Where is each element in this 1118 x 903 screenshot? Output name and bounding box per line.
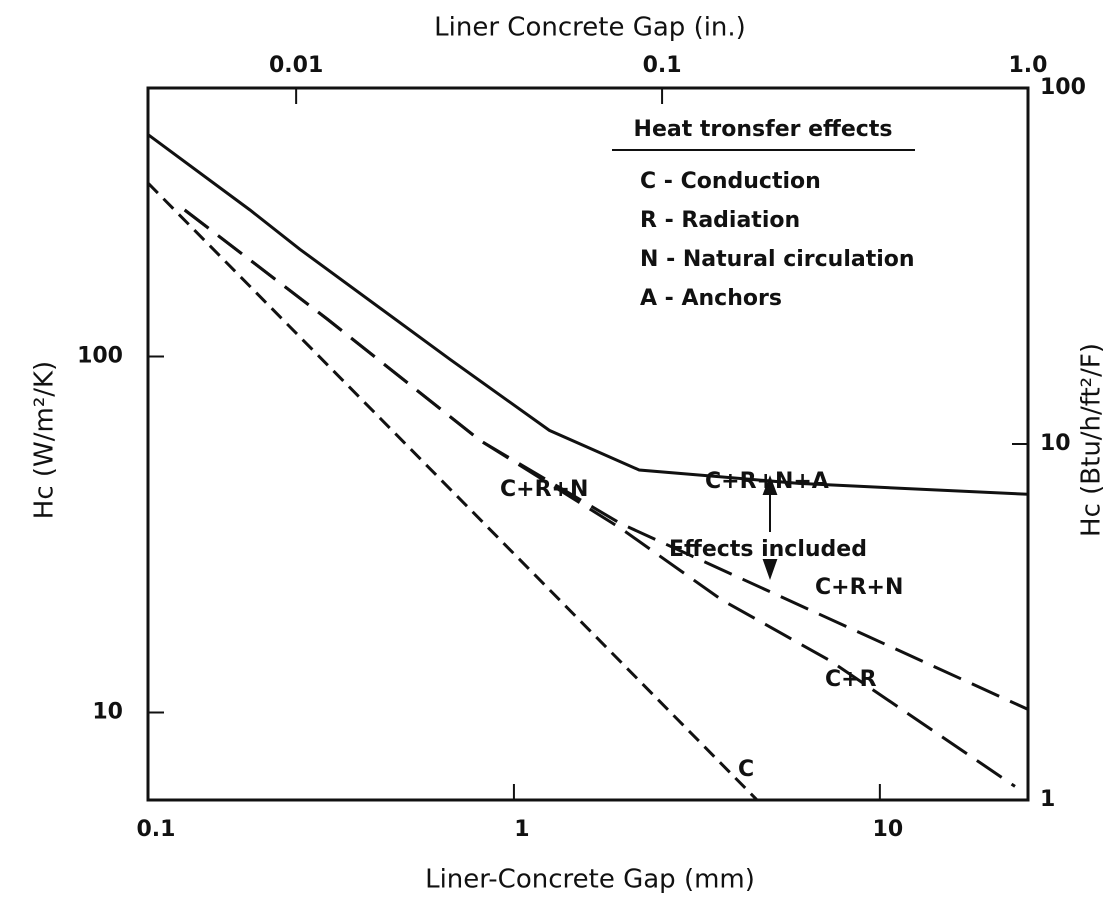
x2-tick-label: 0.1: [643, 53, 682, 78]
x-tick-label: 1: [514, 817, 529, 842]
legend-title: Heat tronsfer effects: [634, 117, 893, 142]
effects-arrow: [762, 475, 778, 581]
series-line: [146, 182, 758, 801]
series-label: C: [738, 757, 754, 782]
x-axis-label: Liner-Concrete Gap (mm): [425, 865, 755, 895]
y-axis-label: Hc (W/m²/K): [30, 361, 60, 519]
x2-tick-label: 0.01: [269, 53, 323, 78]
y2-tick-label: 100: [1040, 75, 1086, 100]
legend-item: R - Radiation: [640, 208, 800, 233]
series-line: [183, 208, 1016, 788]
y-tick-label: 100: [77, 343, 123, 368]
series-line: [183, 208, 1029, 711]
arrow-head: [762, 475, 778, 495]
legend-item: C - Conduction: [640, 169, 821, 194]
y2-tick-label: 10: [1040, 431, 1071, 456]
legend-item: N - Natural circulation: [640, 247, 915, 272]
x-tick-label: 10: [873, 817, 904, 842]
x-tick-label: 0.1: [137, 817, 176, 842]
arrow-head: [762, 559, 778, 581]
y2-tick-label: 1: [1040, 787, 1055, 812]
y-tick-label: 10: [92, 699, 123, 724]
legend-item: A - Anchors: [640, 286, 782, 311]
plot-frame: [146, 86, 1030, 802]
annotation: Effects included: [669, 537, 867, 562]
series-label: C+R: [825, 667, 877, 692]
x2-axis-label: Liner Concrete Gap (in.): [434, 13, 746, 43]
y2-axis-label: Hc (Btu/h/ft²/F): [1077, 343, 1107, 537]
series-label: C+R+N+A: [705, 469, 829, 494]
series-line: [147, 133, 1029, 496]
series-label: C+R+N: [815, 575, 903, 600]
x2-tick-label: 1.0: [1009, 53, 1048, 78]
